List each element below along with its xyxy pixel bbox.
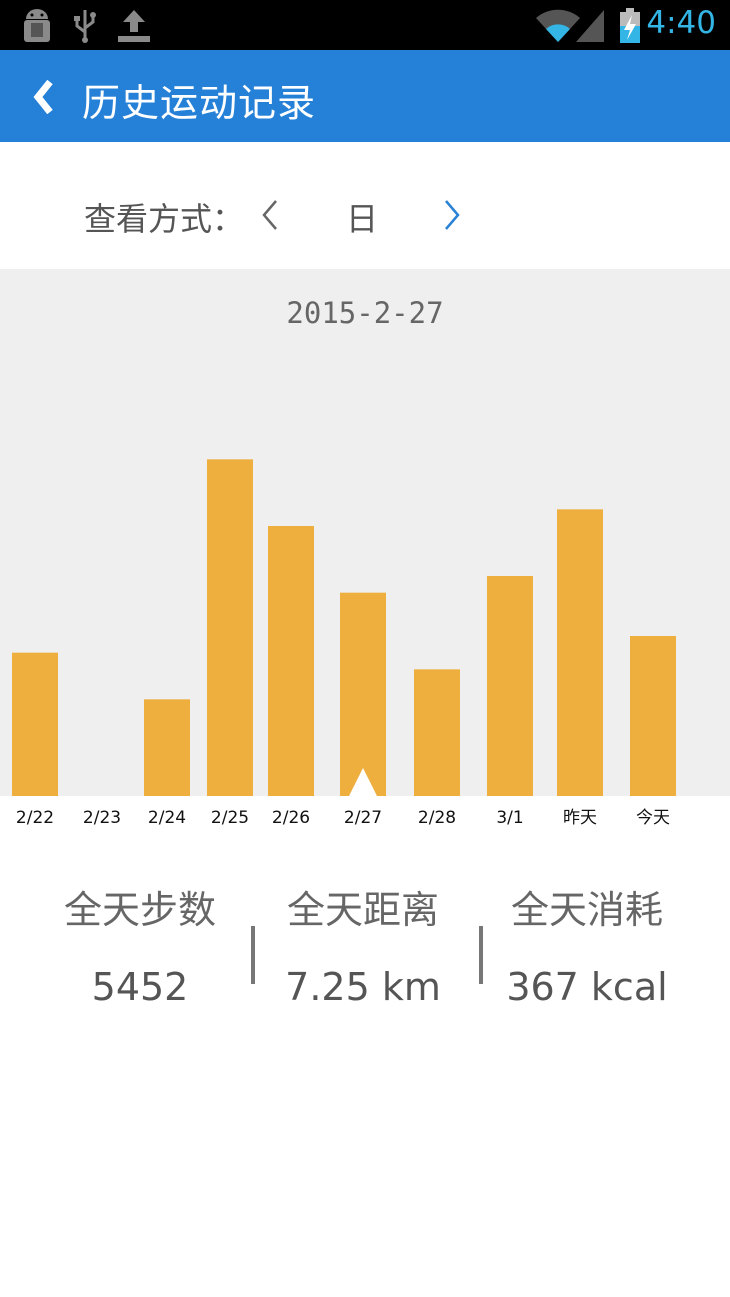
- page-title: 历史运动记录: [82, 81, 317, 125]
- chart-bar-2/26[interactable]: [268, 526, 314, 796]
- usb-icon: [74, 10, 96, 43]
- chart-bar-2/28[interactable]: [414, 669, 460, 796]
- stat-calories-label: 全天消耗: [510, 888, 663, 932]
- chart-bar-2/27[interactable]: [340, 592, 386, 796]
- chart-x-tick-label: 3/1: [496, 808, 523, 828]
- chart-bar-2/25[interactable]: [207, 459, 253, 796]
- back-chevron-icon[interactable]: [30, 80, 60, 114]
- android-debug-icon: [24, 9, 50, 42]
- stat-steps: 全天步数 5452: [30, 880, 250, 1009]
- chevron-right-icon[interactable]: [440, 198, 464, 232]
- chart-x-tick-label: 2/24: [148, 808, 186, 828]
- stat-divider: [251, 926, 255, 984]
- chart-bar-今天[interactable]: [630, 636, 676, 796]
- chart-x-tick-label: 2/28: [418, 808, 456, 828]
- stat-calories-value: 367 kcal: [506, 965, 668, 1009]
- chart-x-tick-label: 2/26: [272, 808, 310, 828]
- chart-bar-昨天[interactable]: [557, 509, 603, 796]
- stat-distance-label: 全天距离: [286, 888, 439, 932]
- chevron-left-icon[interactable]: [258, 198, 282, 232]
- signal-icon: [576, 10, 604, 42]
- stat-steps-label: 全天步数: [63, 888, 216, 932]
- chart-bar-2/24[interactable]: [144, 699, 190, 796]
- stat-divider: [479, 926, 483, 984]
- status-time: 4:40: [646, 5, 716, 41]
- app-bar: 历史运动记录: [0, 50, 730, 142]
- chart-x-tick-label: 今天: [636, 808, 670, 828]
- chart-bar-3/1[interactable]: [487, 576, 533, 796]
- view-mode-label: 查看方式：: [84, 200, 245, 238]
- chart-bar-2/22[interactable]: [12, 652, 58, 796]
- upload-icon: [118, 10, 150, 42]
- wifi-icon: [536, 9, 580, 42]
- steps-bar-chart: 2/22 2/23 2/24 2/25 2/26 2/27 2/28 3/1 昨天 今天: [12, 459, 676, 828]
- selected-day-marker-icon: [349, 768, 377, 796]
- chart-x-tick-label: 昨天: [563, 808, 597, 828]
- stat-steps-value: 5452: [91, 965, 189, 1009]
- chart-x-tick-label: 2/22: [16, 808, 54, 828]
- chart-title-date: 2015-2-27: [286, 296, 444, 330]
- status-bar: 4:40: [0, 0, 730, 50]
- stat-distance: 全天距离 7.25 km: [253, 880, 473, 1009]
- view-mode-value: 日: [346, 200, 379, 238]
- chart-x-tick-label: 2/27: [344, 808, 382, 828]
- stat-calories: 全天消耗 367 kcal: [477, 880, 697, 1009]
- battery-charging-icon: [620, 8, 640, 43]
- chart-x-tick-label: 2/23: [83, 808, 121, 828]
- chart-x-tick-label: 2/25: [211, 808, 249, 828]
- stat-distance-value: 7.25 km: [285, 965, 441, 1009]
- view-mode-selector: 查看方式： 日: [0, 142, 730, 269]
